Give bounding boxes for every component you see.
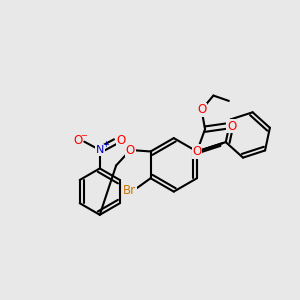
Text: −: − [80, 131, 87, 140]
Text: O: O [117, 134, 126, 147]
Text: O: O [73, 134, 83, 147]
Text: +: + [102, 140, 109, 149]
Text: O: O [197, 103, 206, 116]
Text: O: O [126, 143, 135, 157]
Text: O: O [192, 145, 202, 158]
Text: O: O [227, 120, 236, 133]
Text: Br: Br [123, 184, 136, 197]
Text: N: N [96, 145, 104, 155]
